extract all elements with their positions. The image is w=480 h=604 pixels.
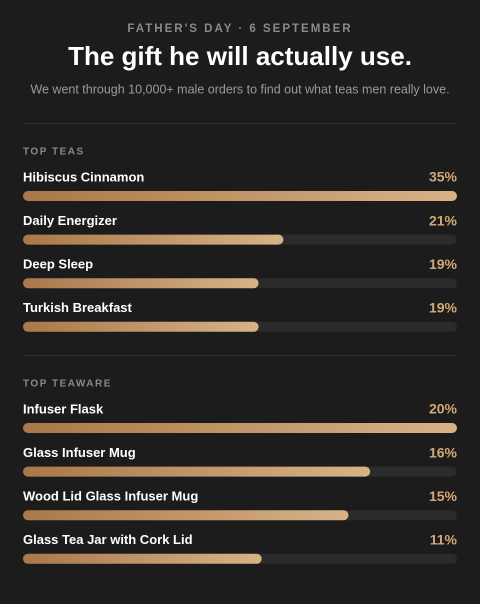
bar <box>23 423 457 433</box>
category-label: Glass Tea Jar with Cork Lid <box>23 532 193 547</box>
bar <box>23 234 284 245</box>
category-label: Glass Infuser Mug <box>23 445 136 460</box>
category-label: Deep Sleep <box>23 257 93 272</box>
headline: The gift he will actually use. <box>68 41 412 71</box>
value-label: 11% <box>430 532 458 548</box>
kicker: FATHER'S DAY · 6 SEPTEMBER <box>127 23 352 35</box>
value-label: 19% <box>429 256 458 272</box>
category-label: Turkish Breakfast <box>23 300 133 315</box>
value-label: 35% <box>429 169 458 185</box>
category-label: Wood Lid Glass Infuser Mug <box>23 489 198 504</box>
value-label: 21% <box>429 212 458 228</box>
category-label: Hibiscus Cinnamon <box>23 169 144 184</box>
section-title: TOP TEAS <box>23 147 85 158</box>
category-label: Daily Energizer <box>23 213 117 228</box>
bar <box>23 510 349 521</box>
value-label: 15% <box>429 488 458 504</box>
subtitle: We went through 10,000+ male orders to f… <box>30 82 449 96</box>
section-title: TOP TEAWARE <box>23 379 112 390</box>
bar <box>23 278 259 289</box>
bar <box>23 321 259 332</box>
category-label: Infuser Flask <box>23 401 104 416</box>
value-label: 19% <box>429 300 458 316</box>
value-label: 16% <box>429 444 458 460</box>
value-label: 20% <box>429 401 458 417</box>
bar <box>23 466 371 477</box>
bar <box>23 553 262 564</box>
bar <box>23 191 457 201</box>
